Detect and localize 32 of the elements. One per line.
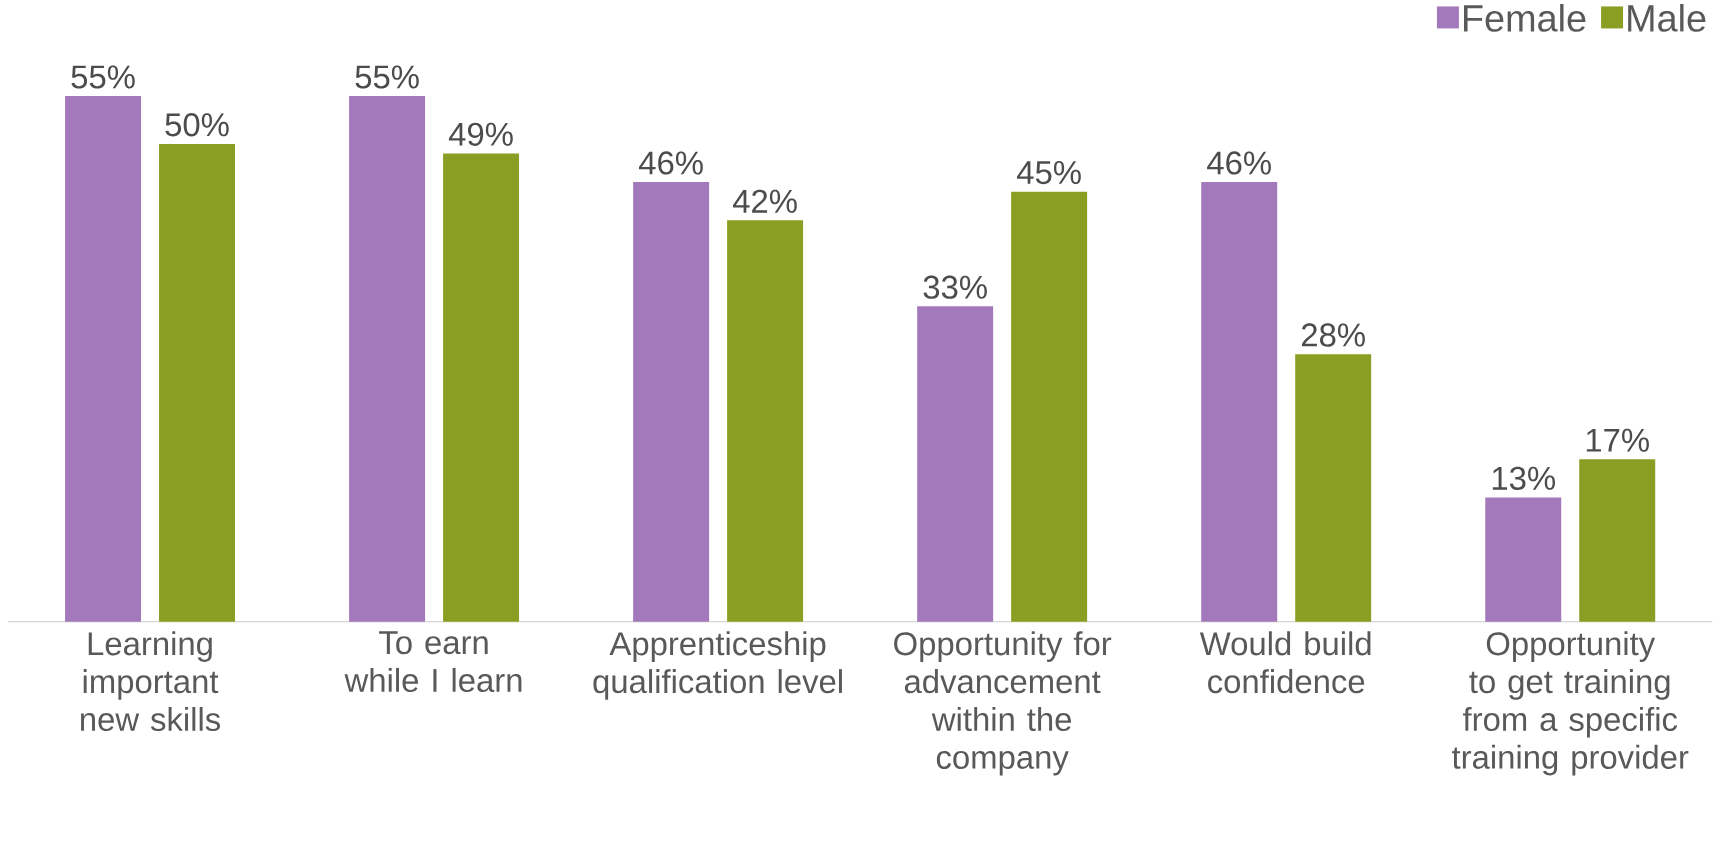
x-tick-label: Opportunity for advancement within the company [894, 631, 1112, 776]
x-tick-label: Learning important new skills [80, 631, 221, 732]
data-label: 46% [638, 151, 703, 175]
data-label: 46% [1207, 151, 1271, 175]
legend-label: Female [1464, 4, 1586, 32]
bar [633, 182, 710, 622]
data-label: 13% [1492, 466, 1555, 491]
x-tick-label: Would build confidence [1199, 631, 1371, 694]
data-label: 33% [923, 275, 987, 300]
bar [1579, 459, 1656, 622]
bar [349, 96, 426, 622]
bar [65, 96, 142, 622]
bar [1295, 354, 1372, 622]
bar [443, 153, 520, 622]
x-tick-label: Opportunity to get training from a specific training provider [1452, 631, 1689, 776]
data-label: 28% [1301, 323, 1365, 347]
data-label: 50% [165, 113, 229, 137]
bar [917, 306, 994, 622]
data-label: 42% [732, 189, 797, 213]
data-label: 49% [448, 122, 513, 147]
legend-label: Male [1628, 4, 1706, 32]
data-label: 55% [71, 65, 135, 89]
data-label: 55% [355, 65, 419, 89]
bar [1011, 191, 1088, 622]
data-label: 45% [1017, 161, 1081, 185]
bar [727, 220, 804, 622]
bar [1201, 182, 1278, 622]
x-tick-label: To earn while I learn [344, 631, 522, 693]
data-label: 17% [1586, 428, 1649, 452]
bar [1485, 497, 1562, 622]
x-tick-label: Apprenticeship qualification level [593, 631, 842, 700]
bar [159, 144, 235, 622]
